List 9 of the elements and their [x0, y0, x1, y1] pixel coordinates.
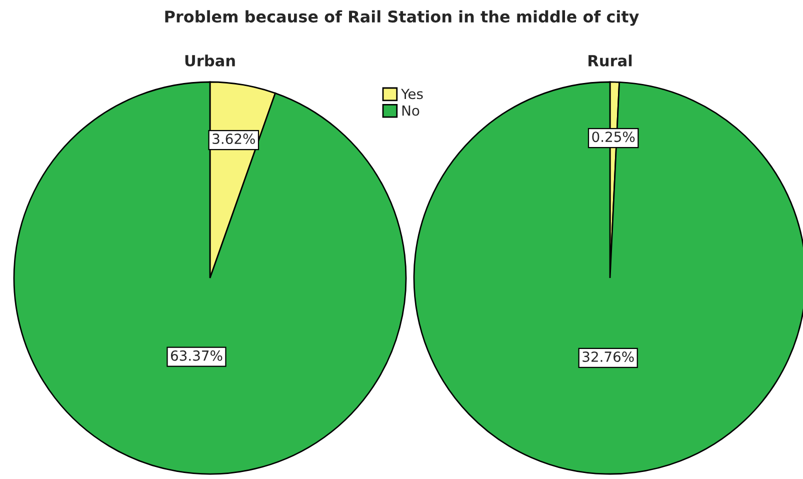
- legend-label: No: [402, 105, 420, 116]
- legend-label: Yes: [401, 88, 423, 100]
- data-label: 32.76%: [582, 352, 634, 362]
- chart-subtitle: Rural: [588, 54, 632, 66]
- data-label: 3.62%: [212, 134, 255, 144]
- chart-subtitle: Urban: [185, 54, 235, 66]
- data-label: 63.37%: [170, 350, 222, 361]
- data-label: 0.25%: [592, 132, 635, 142]
- chart-title: Problem because of Rail Station in the middle of city: [165, 10, 639, 26]
